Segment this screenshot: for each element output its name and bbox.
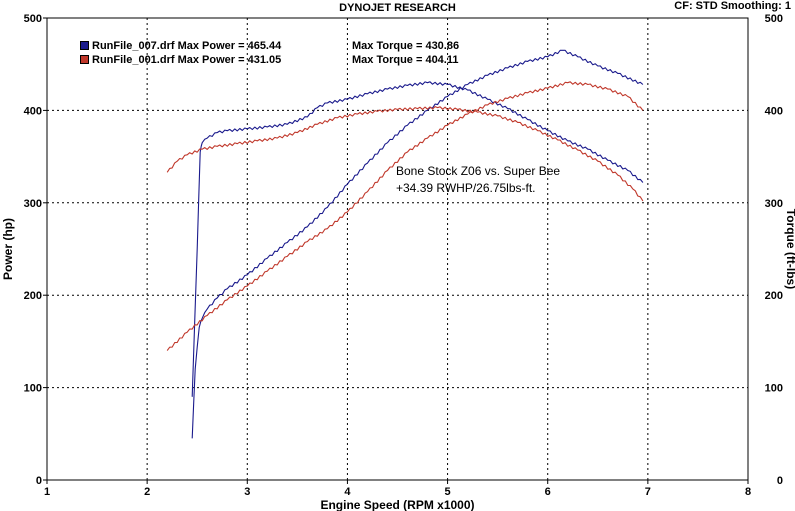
legend-label-run-007: RunFile_007.drf Max Power = 465.44 <box>92 40 282 52</box>
series-line-runfile-001-drf-power <box>166 81 644 351</box>
legend-torque-run-001: Max Torque = 404.11 <box>352 54 459 66</box>
y2-tick-label-0: 0 <box>777 475 783 487</box>
y-tick-label-4: 400 <box>24 105 42 117</box>
legend-torque-run-007: Max Torque = 430.86 <box>352 40 460 52</box>
y2-tick-label-3: 300 <box>765 198 783 210</box>
y-axis-label: Power (hp) <box>1 218 15 280</box>
x-tick-label-6: 7 <box>645 486 651 498</box>
y-tick-label-5: 500 <box>24 13 42 25</box>
series-line-runfile-007-drf-power <box>191 49 644 439</box>
series-line-runfile-007-drf-torque <box>191 81 644 397</box>
y2-tick-label-4: 400 <box>765 105 783 117</box>
y2-tick-label-5: 500 <box>765 13 783 25</box>
legend-entry-run-001: RunFile_001.drf Max Power = 431.05 Max T… <box>80 54 459 66</box>
x-tick-label-7: 8 <box>745 486 751 498</box>
series-line-runfile-001-drf-torque <box>166 106 644 202</box>
legend-swatch-run-001 <box>80 55 89 64</box>
plot-area <box>46 17 749 481</box>
x-tick-label-0: 1 <box>44 486 50 498</box>
annotation-comparison: Bone Stock Z06 vs. Super Bee <box>396 164 561 178</box>
y-tick-label-3: 300 <box>24 198 42 210</box>
y-tick-label-1: 100 <box>24 383 42 395</box>
y2-tick-label-1: 100 <box>765 383 783 395</box>
chart-title: DYNOJET RESEARCH <box>339 2 456 14</box>
y2-tick-label-2: 200 <box>765 290 783 302</box>
y2-axis-label: Torque (ft-lbs) <box>784 209 795 289</box>
x-axis-label: Engine Speed (RPM x1000) <box>320 498 474 511</box>
y-tick-label-0: 0 <box>36 475 42 487</box>
legend-entry-run-007: RunFile_007.drf Max Power = 465.44 Max T… <box>80 40 459 52</box>
legend-label-run-001: RunFile_001.drf Max Power = 431.05 <box>92 54 282 66</box>
x-tick-label-3: 4 <box>344 486 351 498</box>
annotation-gain: +34.39 RWHP/26.75lbs-ft. <box>396 181 536 195</box>
x-tick-label-2: 3 <box>244 486 250 498</box>
legend-swatch-run-007 <box>80 41 89 50</box>
y-tick-label-2: 200 <box>24 290 42 302</box>
x-tick-label-1: 2 <box>144 486 150 498</box>
x-tick-label-4: 5 <box>445 486 451 498</box>
correction-smoothing-info: CF: STD Smoothing: 1 <box>674 0 791 12</box>
x-tick-label-5: 6 <box>545 486 551 498</box>
